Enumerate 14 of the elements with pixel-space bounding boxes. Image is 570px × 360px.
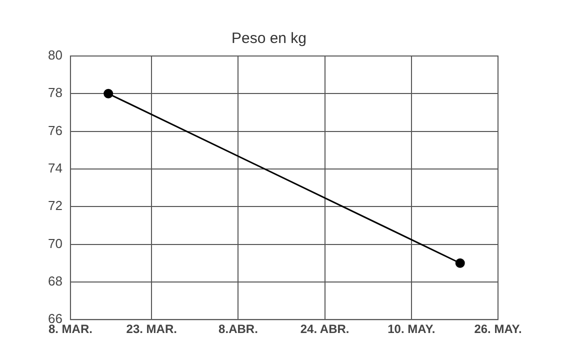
y-tick-label: 72: [48, 198, 62, 214]
x-tick-label: 26. MAY.: [474, 322, 522, 336]
y-tick-label: 80: [48, 48, 62, 63]
y-tick-label: 78: [48, 85, 62, 100]
x-tick-label: 24. ABR.: [300, 322, 350, 336]
x-tick-label: 10. MAY.: [388, 322, 436, 336]
chart-title: Peso en kg: [231, 30, 307, 48]
x-tick-label: 8. MAR.: [48, 322, 92, 336]
y-tick-label: 70: [48, 236, 62, 251]
y-tick-label: 68: [48, 274, 62, 289]
x-tick-label: 8.ABR.: [218, 322, 258, 336]
y-tick-label: 74: [48, 160, 62, 176]
x-tick-label: 23. MAR.: [126, 322, 177, 336]
y-tick-label: 76: [48, 122, 62, 138]
